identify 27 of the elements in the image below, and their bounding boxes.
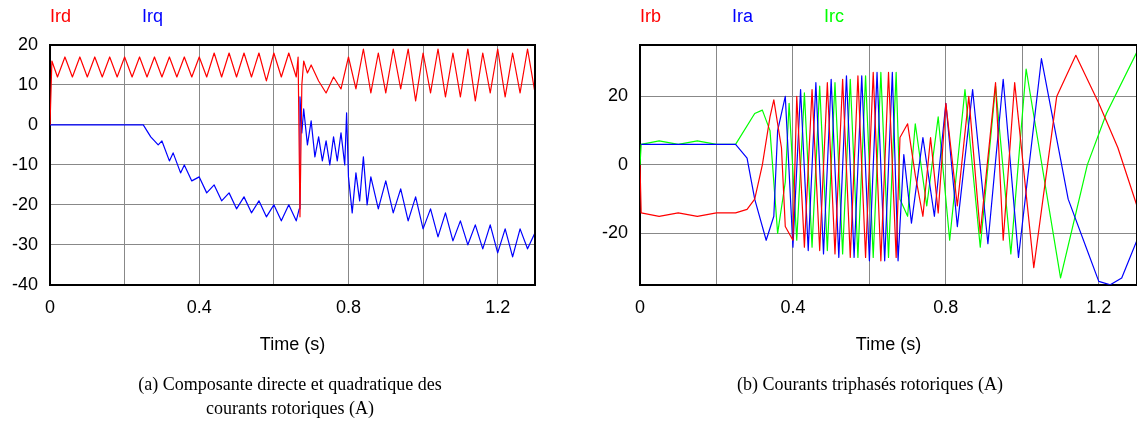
x-tick-label: 1.2 <box>1086 296 1112 317</box>
y-tick-label: 0 <box>618 153 629 174</box>
text: Irc <box>824 6 845 26</box>
y-tick-label: 20 <box>607 85 629 106</box>
x-tick-label: 0 <box>635 296 646 317</box>
text: Irq <box>142 6 164 26</box>
y-tick-label: 20 <box>17 33 39 54</box>
text: (a) Composante directe et quadratique des courants rotoriques (A) <box>137 373 443 420</box>
text: Ira <box>732 6 755 26</box>
text: (b) Courants triphasés rotoriques (A) <box>736 373 1004 396</box>
y-tick-label: -40 <box>12 273 39 294</box>
x-tick-label: 0.8 <box>335 296 361 317</box>
x-axis-title: Time (s) <box>855 334 922 355</box>
x-axis-title: Time (s) <box>259 334 326 355</box>
text: Irb <box>640 6 662 26</box>
y-tick-label: 10 <box>17 73 39 94</box>
x-tick-label: 0 <box>45 296 56 317</box>
x-tick-label: 1.2 <box>485 296 511 317</box>
y-tick-label: -20 <box>602 222 629 243</box>
y-tick-label: -20 <box>12 193 39 214</box>
x-tick-label: 0.4 <box>186 296 212 317</box>
x-tick-label: 0.4 <box>780 296 806 317</box>
series-label: Ird <box>50 6 72 26</box>
x-tick-label: 0.8 <box>933 296 959 317</box>
y-tick-label: 0 <box>28 113 39 134</box>
y-tick-label: -10 <box>12 153 39 174</box>
y-tick-label: -30 <box>12 233 39 254</box>
